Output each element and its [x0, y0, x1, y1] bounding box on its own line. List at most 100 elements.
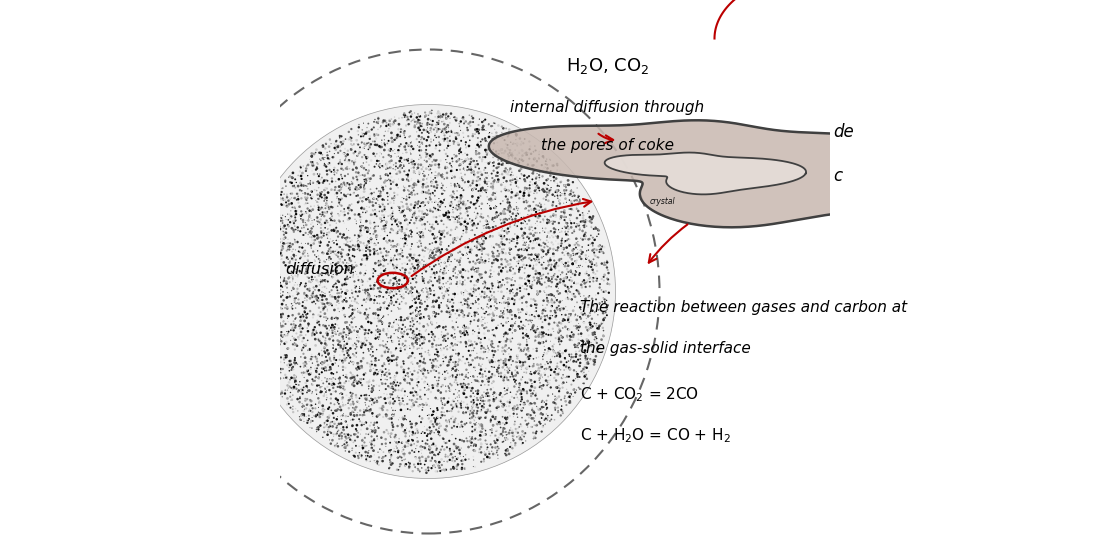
Point	[472, 344, 490, 353]
Point	[569, 375, 587, 384]
Point	[316, 277, 334, 285]
Point	[402, 325, 420, 334]
Point	[331, 403, 349, 411]
Point	[484, 339, 502, 348]
Point	[295, 221, 313, 230]
Point	[321, 422, 339, 431]
Point	[396, 323, 414, 332]
Point	[442, 352, 460, 361]
Point	[500, 150, 517, 158]
Point	[444, 365, 462, 373]
Point	[595, 260, 613, 269]
Point	[316, 289, 334, 298]
Point	[414, 213, 432, 222]
Point	[361, 132, 379, 141]
Point	[468, 322, 486, 331]
Point	[411, 326, 428, 335]
Point	[407, 180, 425, 189]
Point	[283, 332, 301, 341]
Point	[317, 255, 335, 264]
Point	[397, 415, 415, 424]
Point	[438, 427, 456, 436]
Point	[574, 277, 592, 286]
Point	[534, 338, 552, 346]
Point	[444, 187, 462, 196]
Point	[482, 270, 500, 278]
Point	[485, 177, 503, 186]
Point	[323, 381, 341, 389]
Point	[349, 347, 366, 356]
Point	[445, 150, 463, 159]
Point	[249, 311, 266, 320]
Point	[438, 329, 456, 338]
Point	[337, 258, 355, 267]
Point	[508, 206, 526, 214]
Point	[477, 234, 495, 243]
Point	[556, 236, 574, 245]
Point	[452, 193, 470, 202]
Point	[313, 302, 331, 311]
Point	[503, 192, 521, 201]
Point	[334, 328, 352, 337]
Point	[382, 238, 400, 246]
Point	[361, 438, 379, 447]
Point	[535, 187, 553, 196]
Point	[505, 431, 523, 440]
Point	[498, 376, 516, 384]
Point	[294, 162, 312, 170]
Point	[374, 195, 392, 204]
Point	[407, 278, 425, 287]
Point	[390, 167, 407, 176]
Point	[547, 277, 565, 285]
Point	[534, 355, 552, 364]
Point	[523, 422, 541, 431]
Point	[387, 180, 405, 189]
Point	[382, 379, 400, 388]
Polygon shape	[488, 120, 983, 227]
Point	[433, 307, 451, 316]
Point	[574, 243, 592, 251]
Point	[253, 317, 271, 326]
Point	[299, 199, 316, 207]
Point	[524, 322, 542, 331]
Point	[457, 393, 475, 402]
Point	[441, 261, 458, 270]
Point	[408, 345, 426, 354]
Point	[339, 238, 356, 246]
Point	[351, 237, 369, 246]
Point	[563, 350, 581, 359]
Point	[569, 248, 587, 257]
Point	[581, 217, 598, 226]
Point	[497, 257, 515, 266]
Point	[357, 406, 375, 415]
Point	[465, 316, 483, 324]
Point	[307, 252, 325, 261]
Point	[563, 223, 581, 232]
Point	[426, 131, 444, 140]
Point	[527, 185, 545, 194]
Point	[485, 267, 503, 276]
Point	[284, 284, 302, 293]
Point	[487, 393, 505, 402]
Point	[332, 389, 350, 398]
Point	[506, 277, 524, 285]
Point	[388, 220, 406, 229]
Point	[325, 166, 343, 174]
Point	[332, 383, 350, 392]
Point	[539, 256, 557, 265]
Point	[487, 304, 505, 312]
Point	[361, 453, 379, 461]
Point	[528, 344, 546, 353]
Point	[300, 415, 317, 424]
Point	[523, 161, 541, 170]
Point	[463, 422, 481, 431]
Point	[579, 331, 597, 340]
Point	[373, 182, 391, 190]
Point	[375, 135, 393, 144]
Point	[392, 234, 410, 243]
Point	[467, 214, 485, 223]
Point	[283, 373, 301, 382]
Point	[430, 386, 447, 395]
Point	[356, 372, 374, 381]
Point	[321, 411, 339, 420]
